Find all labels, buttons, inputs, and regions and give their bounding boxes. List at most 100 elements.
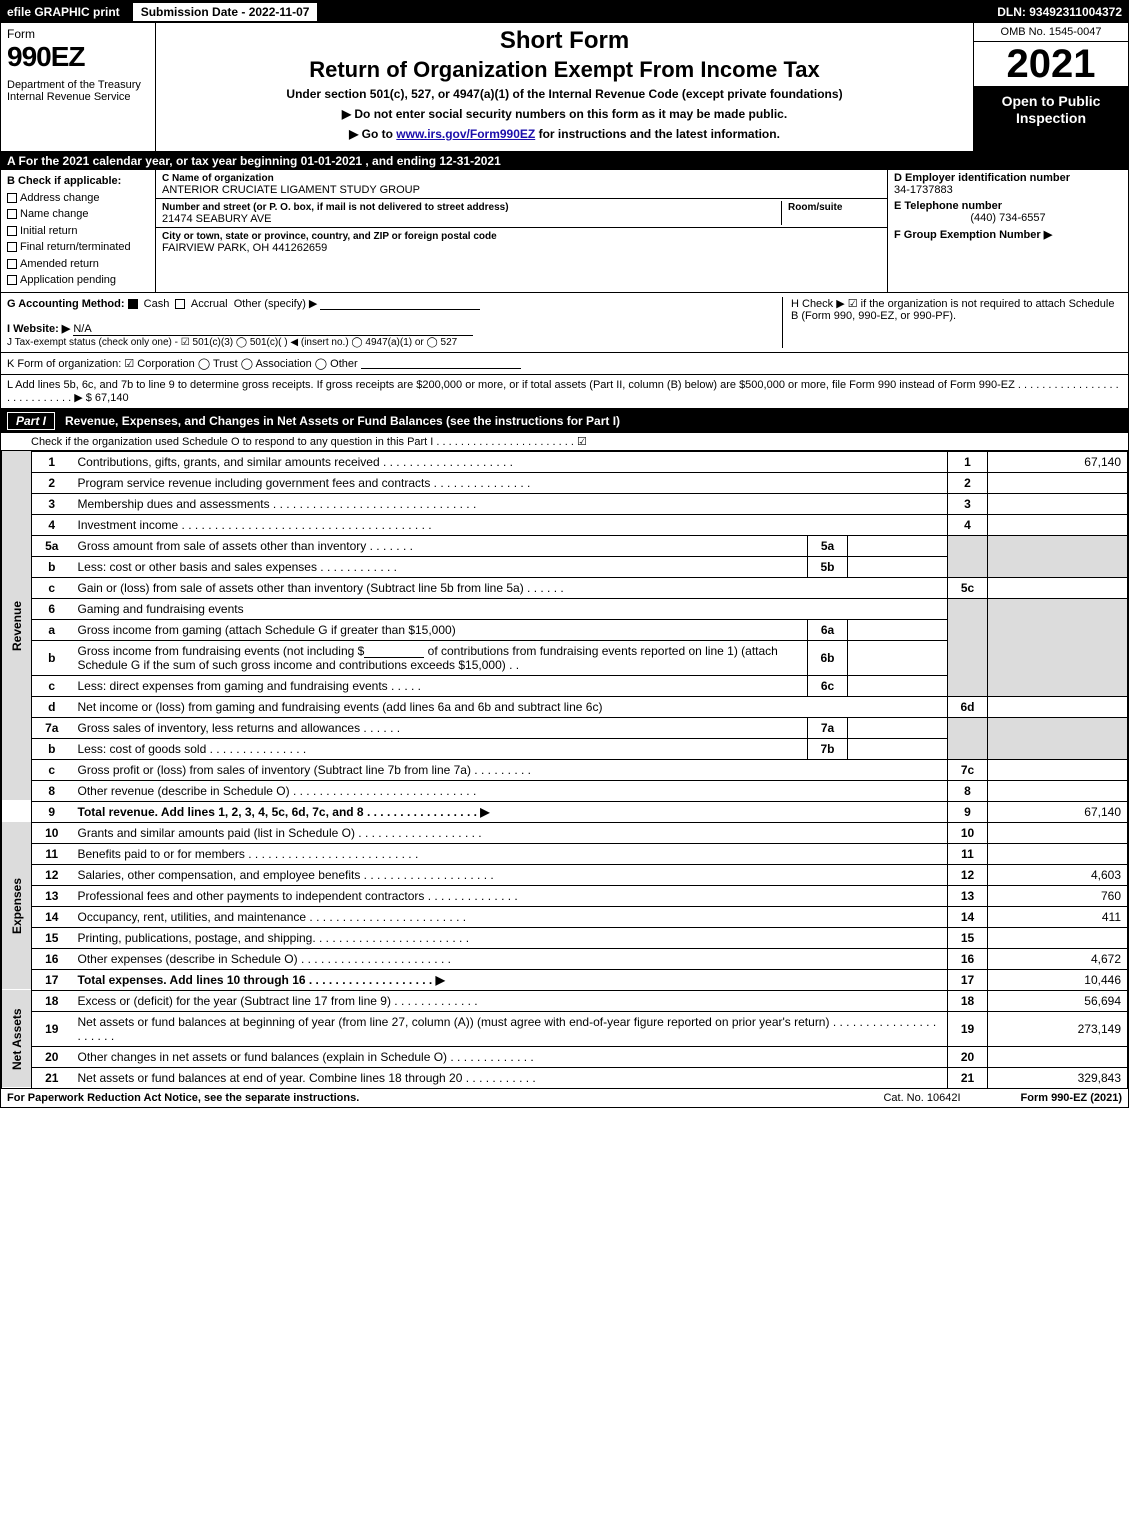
form-header: Form 990EZ Department of the Treasury In… xyxy=(1,23,1128,152)
submission-date: Submission Date - 2022-11-07 xyxy=(132,2,319,22)
footer-catno: Cat. No. 10642I xyxy=(883,1092,960,1104)
table-row: 19 Net assets or fund balances at beginn… xyxy=(2,1011,1128,1046)
checkbox-icon[interactable] xyxy=(7,242,17,252)
checkbox-cash-icon[interactable] xyxy=(128,299,138,309)
chk-pending: Application pending xyxy=(7,272,149,289)
h-text: H Check ▶ ☑ if the organization is not r… xyxy=(791,298,1114,322)
short-form-title: Short Form xyxy=(164,27,965,55)
chk-address: Address change xyxy=(7,190,149,207)
bf-block: B Check if applicable: Address change Na… xyxy=(1,170,1128,293)
other-specify-field[interactable] xyxy=(320,298,480,310)
phone-value: (440) 734-6557 xyxy=(894,212,1122,224)
l-text: L Add lines 5b, 6c, and 7b to line 9 to … xyxy=(7,379,1122,404)
section-a: A For the 2021 calendar year, or tax yea… xyxy=(1,152,1128,170)
note2-pre: ▶ Go to xyxy=(349,127,396,141)
table-row: Expenses 10 Grants and similar amounts p… xyxy=(2,822,1128,843)
inspection-label: Open to Public Inspection xyxy=(974,87,1128,151)
street-row: Number and street (or P. O. box, if mail… xyxy=(156,199,887,228)
table-row: 21 Net assets or fund balances at end of… xyxy=(2,1067,1128,1088)
chk-final: Final return/terminated xyxy=(7,239,149,256)
chk-initial: Initial return xyxy=(7,223,149,240)
table-row: 13 Professional fees and other payments … xyxy=(2,885,1128,906)
form-word: Form xyxy=(7,27,149,41)
table-row: 5a Gross amount from sale of assets othe… xyxy=(2,535,1128,556)
city-row: City or town, state or province, country… xyxy=(156,228,887,256)
city-value: FAIRVIEW PARK, OH 441262659 xyxy=(162,242,327,254)
row-l: L Add lines 5b, 6c, and 7b to line 9 to … xyxy=(1,375,1128,409)
6b-amount-field[interactable] xyxy=(364,646,424,658)
d-label: D Employer identification number xyxy=(894,172,1070,184)
org-name: ANTERIOR CRUCIATE LIGAMENT STUDY GROUP xyxy=(162,184,420,196)
street-value: 21474 SEABURY AVE xyxy=(162,213,271,225)
efile-label: efile GRAPHIC print xyxy=(1,5,126,19)
table-row: 9 Total revenue. Add lines 1, 2, 3, 4, 5… xyxy=(2,801,1128,822)
note-ssn: ▶ Do not enter social security numbers o… xyxy=(164,107,965,121)
table-row: 17 Total expenses. Add lines 10 through … xyxy=(2,969,1128,990)
part1-header: Part I Revenue, Expenses, and Changes in… xyxy=(1,409,1128,433)
note2-post: for instructions and the latest informat… xyxy=(535,127,780,141)
part1-title: Revenue, Expenses, and Changes in Net As… xyxy=(65,414,620,428)
form-990ez: efile GRAPHIC print Submission Date - 20… xyxy=(0,0,1129,1108)
checkbox-icon[interactable] xyxy=(7,259,17,269)
line-desc: Contributions, gifts, grants, and simila… xyxy=(72,451,948,472)
page-footer: For Paperwork Reduction Act Notice, see … xyxy=(1,1089,1128,1107)
table-row: c Gross profit or (loss) from sales of i… xyxy=(2,759,1128,780)
dln-number: DLN: 93492311004372 xyxy=(991,5,1128,19)
f-row: F Group Exemption Number ▶ xyxy=(888,226,1128,243)
table-row: 8 Other revenue (describe in Schedule O)… xyxy=(2,780,1128,801)
table-row: d Net income or (loss) from gaming and f… xyxy=(2,696,1128,717)
table-row: c Gain or (loss) from sale of assets oth… xyxy=(2,577,1128,598)
table-row: 15 Printing, publications, postage, and … xyxy=(2,927,1128,948)
e-row: E Telephone number (440) 734-6557 xyxy=(888,198,1128,226)
form-number: 990EZ xyxy=(7,41,149,73)
row-gh: G Accounting Method: Cash Accrual Other … xyxy=(1,293,1128,353)
column-def: D Employer identification number 34-1737… xyxy=(888,170,1128,292)
checkbox-icon[interactable] xyxy=(7,226,17,236)
part1-table: Revenue 1 Contributions, gifts, grants, … xyxy=(1,451,1128,1089)
checkbox-accrual-icon[interactable] xyxy=(175,299,185,309)
column-c: C Name of organization ANTERIOR CRUCIATE… xyxy=(156,170,888,292)
row-g: G Accounting Method: Cash Accrual Other … xyxy=(7,297,782,348)
revenue-side-label: Revenue xyxy=(2,451,32,801)
table-row: 16 Other expenses (describe in Schedule … xyxy=(2,948,1128,969)
header-left: Form 990EZ Department of the Treasury In… xyxy=(1,23,156,151)
header-right: OMB No. 1545-0047 2021 Open to Public In… xyxy=(973,23,1128,151)
chk-name: Name change xyxy=(7,206,149,223)
row-j: J Tax-exempt status (check only one) - ☑… xyxy=(7,337,457,348)
checkbox-icon[interactable] xyxy=(7,193,17,203)
checkbox-icon[interactable] xyxy=(7,275,17,285)
tax-year: 2021 xyxy=(974,42,1128,87)
i-label: I Website: ▶ xyxy=(7,323,70,335)
netassets-side-label: Net Assets xyxy=(2,990,32,1088)
irs-link[interactable]: www.irs.gov/Form990EZ xyxy=(396,127,535,141)
b-label: B Check if applicable: xyxy=(7,173,149,190)
checkbox-icon[interactable] xyxy=(7,209,17,219)
d-row: D Employer identification number 34-1737… xyxy=(888,170,1128,198)
right-num: 1 xyxy=(948,451,988,472)
part1-label: Part I xyxy=(7,412,55,430)
amount: 67,140 xyxy=(988,451,1128,472)
header-center: Short Form Return of Organization Exempt… xyxy=(156,23,973,151)
table-row: Net Assets 18 Excess or (deficit) for th… xyxy=(2,990,1128,1011)
form-title: Return of Organization Exempt From Incom… xyxy=(164,57,965,83)
room-label: Room/suite xyxy=(788,202,842,213)
table-row: 6 Gaming and fundraising events xyxy=(2,598,1128,619)
table-row: 20 Other changes in net assets or fund b… xyxy=(2,1046,1128,1067)
table-row: Revenue 1 Contributions, gifts, grants, … xyxy=(2,451,1128,472)
part1-sub: Check if the organization used Schedule … xyxy=(1,433,1128,451)
e-label: E Telephone number xyxy=(894,200,1002,212)
table-row: 4 Investment income . . . . . . . . . . … xyxy=(2,514,1128,535)
chk-amended: Amended return xyxy=(7,256,149,273)
footer-left: For Paperwork Reduction Act Notice, see … xyxy=(7,1092,359,1104)
expenses-side-label: Expenses xyxy=(2,822,32,990)
k-other-field[interactable] xyxy=(361,357,521,369)
table-row: 3 Membership dues and assessments . . . … xyxy=(2,493,1128,514)
city-label: City or town, state or province, country… xyxy=(162,231,497,242)
street-label: Number and street (or P. O. box, if mail… xyxy=(162,202,509,213)
table-row: 12 Salaries, other compensation, and emp… xyxy=(2,864,1128,885)
org-name-row: C Name of organization ANTERIOR CRUCIATE… xyxy=(156,170,887,199)
k-text: K Form of organization: ☑ Corporation ◯ … xyxy=(7,357,358,370)
f-label: F Group Exemption Number ▶ xyxy=(894,229,1052,241)
table-row: 11 Benefits paid to or for members . . .… xyxy=(2,843,1128,864)
form-subtitle: Under section 501(c), 527, or 4947(a)(1)… xyxy=(164,87,965,101)
